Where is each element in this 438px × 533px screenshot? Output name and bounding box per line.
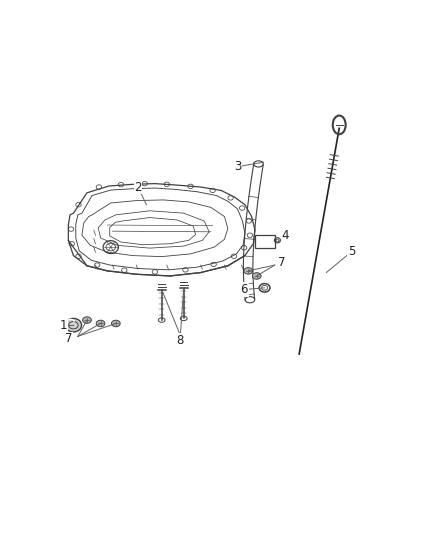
Text: 7: 7 bbox=[278, 256, 285, 269]
Text: 7: 7 bbox=[65, 332, 73, 345]
Text: 4: 4 bbox=[282, 229, 290, 243]
Text: 1: 1 bbox=[60, 319, 67, 332]
Ellipse shape bbox=[96, 320, 105, 327]
Ellipse shape bbox=[65, 318, 81, 332]
Text: 8: 8 bbox=[177, 334, 184, 347]
Ellipse shape bbox=[83, 317, 92, 324]
Text: 6: 6 bbox=[240, 283, 248, 296]
Ellipse shape bbox=[252, 273, 261, 279]
Text: 3: 3 bbox=[234, 160, 241, 173]
Ellipse shape bbox=[112, 320, 120, 327]
Text: 2: 2 bbox=[134, 181, 141, 193]
Ellipse shape bbox=[244, 268, 253, 274]
Text: 5: 5 bbox=[348, 245, 356, 258]
